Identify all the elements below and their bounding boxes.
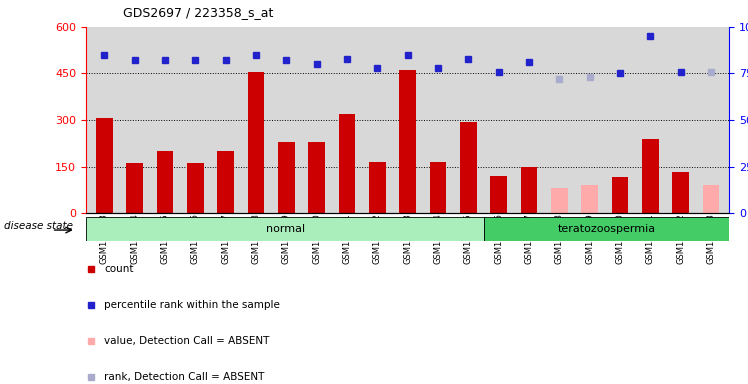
Bar [703,185,720,213]
Text: teratozoospermia: teratozoospermia [558,224,656,234]
Bar [187,162,203,213]
Bar [156,151,174,213]
Bar [126,162,143,213]
Bar [308,142,325,213]
Text: rank, Detection Call = ABSENT: rank, Detection Call = ABSENT [104,372,264,382]
Text: disease state: disease state [4,222,73,232]
Bar [581,185,598,213]
Bar [484,217,729,241]
Bar [642,139,659,213]
Bar [429,162,447,213]
Bar [96,118,112,213]
Bar [339,114,355,213]
Text: count: count [104,264,133,274]
Bar [399,70,416,213]
Bar [278,142,295,213]
Bar [248,72,264,213]
Text: GDS2697 / 223358_s_at: GDS2697 / 223358_s_at [123,6,274,19]
Bar [369,162,386,213]
Text: percentile rank within the sample: percentile rank within the sample [104,300,280,310]
Bar [86,217,484,241]
Bar [521,167,537,213]
Bar [460,122,476,213]
Bar [491,177,507,213]
Bar [612,177,628,213]
Text: value, Detection Call = ABSENT: value, Detection Call = ABSENT [104,336,269,346]
Text: normal: normal [266,224,304,234]
Bar [217,151,234,213]
Bar [672,172,689,213]
Bar [551,188,568,213]
